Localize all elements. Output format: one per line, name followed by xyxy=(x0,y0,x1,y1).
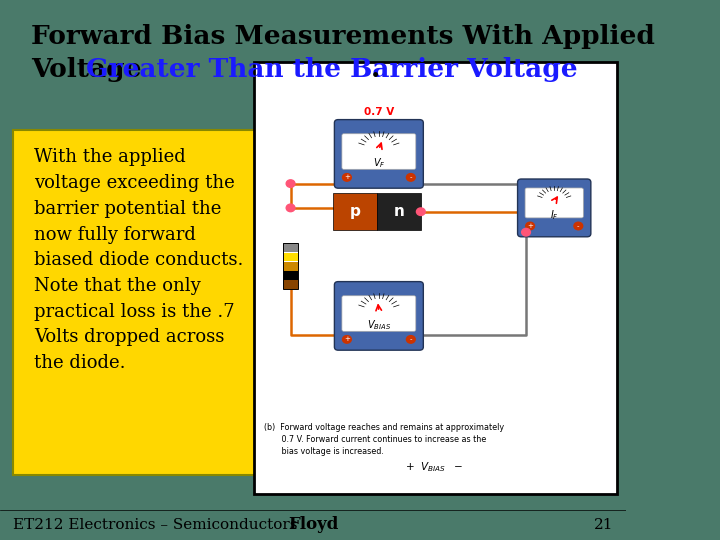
Text: With the applied
voltage exceeding the
barrier potential the
now fully forward
b: With the applied voltage exceeding the b… xyxy=(35,148,244,372)
Circle shape xyxy=(286,204,295,212)
Text: ET212 Electronics – Semiconductors: ET212 Electronics – Semiconductors xyxy=(12,518,297,532)
FancyBboxPatch shape xyxy=(518,179,591,237)
Text: 21: 21 xyxy=(594,518,613,532)
FancyBboxPatch shape xyxy=(12,130,257,475)
FancyBboxPatch shape xyxy=(342,296,416,332)
Circle shape xyxy=(574,222,582,230)
Bar xyxy=(283,271,298,280)
Text: $V_F$: $V_F$ xyxy=(372,157,385,170)
Text: $V_{BIAS}$: $V_{BIAS}$ xyxy=(366,319,391,332)
Circle shape xyxy=(286,180,295,187)
Text: (b)  Forward voltage reaches and remains at approximately
       0.7 V. Forward : (b) Forward voltage reaches and remains … xyxy=(264,423,505,456)
Text: -: - xyxy=(410,174,412,180)
Bar xyxy=(377,193,420,230)
Text: Voltage: Voltage xyxy=(31,57,151,82)
Circle shape xyxy=(416,208,426,215)
Text: $+\ \ V_{BIAS}\ \ -$: $+\ \ V_{BIAS}\ \ -$ xyxy=(405,460,463,474)
Bar xyxy=(283,243,298,289)
Text: 0.7 V: 0.7 V xyxy=(364,107,394,117)
Text: +: + xyxy=(344,336,350,342)
Bar xyxy=(283,262,298,271)
Bar xyxy=(283,280,298,289)
Circle shape xyxy=(406,174,415,181)
Circle shape xyxy=(343,174,351,181)
Text: .: . xyxy=(372,57,380,82)
Bar xyxy=(283,244,298,252)
Bar xyxy=(333,193,377,230)
Text: +: + xyxy=(527,223,533,229)
Text: p: p xyxy=(350,204,361,219)
Text: Floyd: Floyd xyxy=(288,516,338,534)
FancyBboxPatch shape xyxy=(342,134,416,170)
Circle shape xyxy=(522,228,531,236)
FancyBboxPatch shape xyxy=(334,120,423,188)
Text: +: + xyxy=(344,174,350,180)
Text: Greater Than the Barrier Voltage: Greater Than the Barrier Voltage xyxy=(86,57,578,82)
FancyBboxPatch shape xyxy=(253,62,617,494)
Text: -: - xyxy=(577,223,580,229)
FancyBboxPatch shape xyxy=(525,188,583,218)
Bar xyxy=(283,253,298,261)
Text: n: n xyxy=(393,204,405,219)
Circle shape xyxy=(406,335,415,343)
Circle shape xyxy=(343,335,351,343)
Circle shape xyxy=(526,222,534,230)
Text: $I_F$: $I_F$ xyxy=(550,208,559,222)
FancyBboxPatch shape xyxy=(334,282,423,350)
Text: -: - xyxy=(410,336,412,342)
Text: Forward Bias Measurements With Applied: Forward Bias Measurements With Applied xyxy=(31,24,655,49)
